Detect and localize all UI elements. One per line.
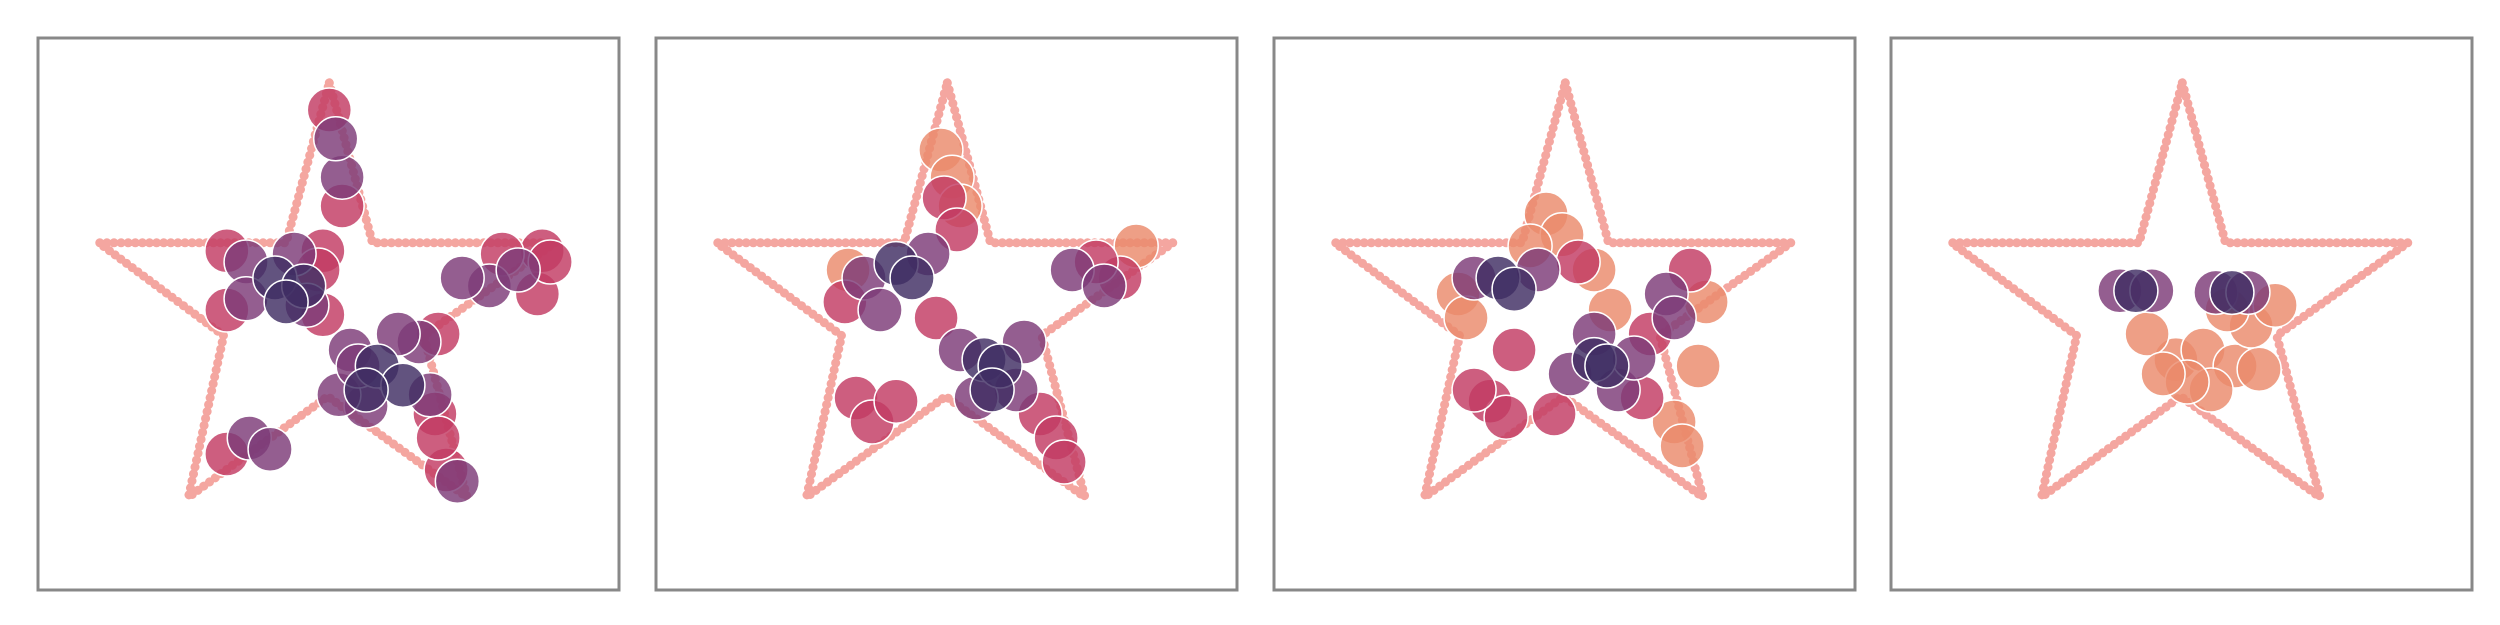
panel-frame	[1889, 36, 2474, 592]
point-cluster	[247, 426, 293, 472]
point-cluster	[889, 255, 935, 301]
point-cluster	[1451, 367, 1497, 413]
point-cluster	[969, 367, 1015, 413]
star-outline	[703, 78, 1188, 509]
point-cluster	[1081, 263, 1127, 309]
point-cluster	[1443, 295, 1489, 341]
panel	[1889, 36, 2474, 592]
point-cluster	[873, 378, 919, 424]
point-cluster	[415, 415, 461, 461]
point-cluster	[1675, 343, 1721, 389]
panel	[654, 36, 1239, 592]
point-cluster	[312, 116, 359, 162]
panel-frame	[1272, 36, 1857, 592]
point-cluster	[343, 367, 389, 413]
point-cluster	[2209, 269, 2255, 316]
point-cluster	[857, 287, 903, 333]
point-cluster	[263, 279, 309, 325]
point-cluster	[1651, 295, 1697, 341]
point-cluster	[913, 295, 959, 341]
point-cluster	[1555, 239, 1601, 285]
point-cluster	[2236, 346, 2282, 392]
point-cluster	[2113, 268, 2159, 314]
point-cluster	[1531, 391, 1577, 437]
point-cluster	[375, 311, 421, 357]
point-cluster	[495, 247, 541, 293]
point-cluster	[1483, 394, 1529, 440]
point-cluster	[1491, 266, 1537, 312]
panel	[36, 36, 621, 592]
point-cluster	[1659, 423, 1705, 469]
point-cluster	[439, 255, 485, 301]
point-cluster	[434, 458, 481, 504]
point-cluster	[1041, 439, 1087, 485]
point-cluster	[2140, 351, 2186, 397]
point-cluster	[319, 154, 365, 200]
point-cluster	[1491, 327, 1537, 373]
point-cluster	[1584, 343, 1630, 389]
point-cluster	[2124, 311, 2170, 357]
panel	[1272, 36, 1857, 592]
